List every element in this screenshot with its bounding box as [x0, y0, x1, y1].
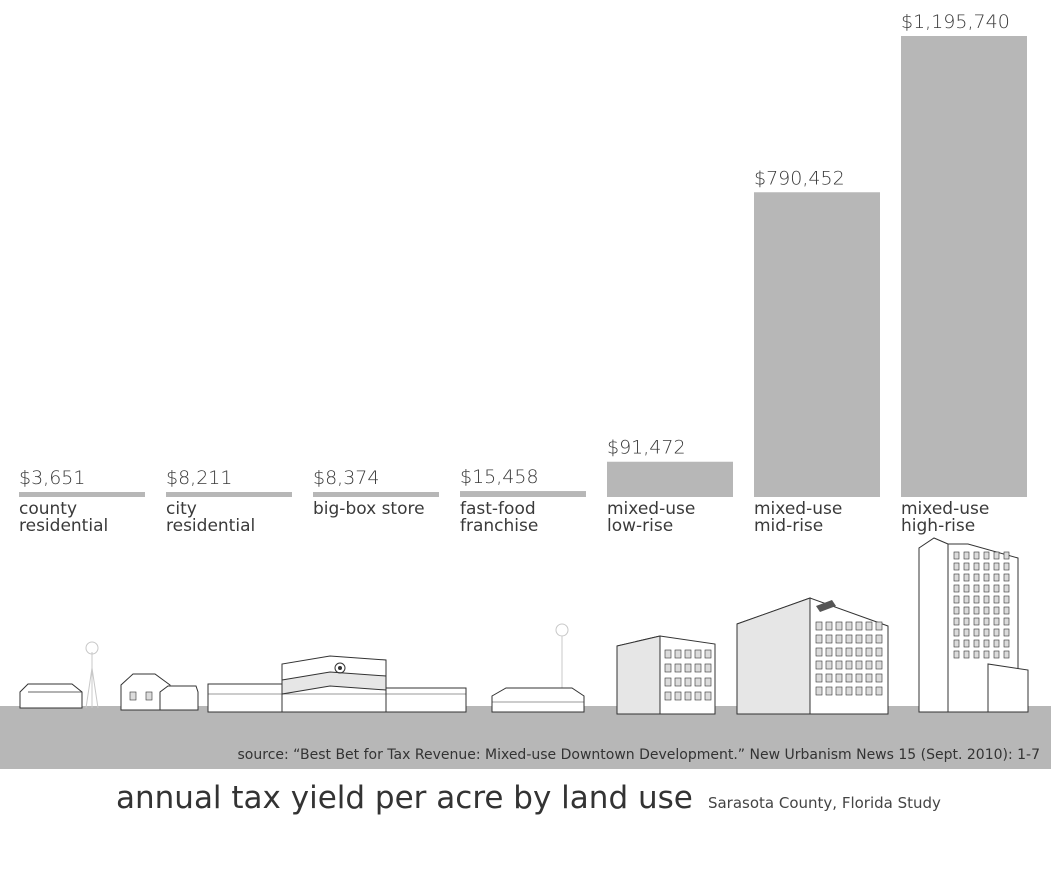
- mid-rise-building-icon: [736, 597, 889, 715]
- value-label-1: $8,211: [166, 467, 232, 489]
- category-labels-group: county residential city residential big-box …: [19, 499, 989, 536]
- category-label-6: mixed-use high-rise: [901, 499, 989, 536]
- category-label-0: county residential: [19, 499, 108, 536]
- bar-4: [607, 461, 733, 497]
- value-labels-group: $3,651 $8,211 $8,374 $15,458 $91,472 $790,452…: [19, 11, 1010, 489]
- value-label-5: $790,452: [754, 167, 845, 189]
- low-rise-building-icon: [616, 635, 716, 715]
- value-label-4: $91,472: [607, 437, 686, 459]
- bar-5: [754, 192, 880, 497]
- value-label-0: $3,651: [19, 467, 85, 489]
- value-label-2: $8,374: [313, 467, 379, 489]
- category-label-2: big-box store: [313, 499, 425, 519]
- bar-1: [166, 492, 292, 497]
- farmhouse-with-windmill-icon: [19, 641, 99, 709]
- bar-2: [313, 492, 439, 497]
- bar-0: [19, 492, 145, 497]
- category-label-1: city residential: [166, 499, 255, 536]
- ground-band: [0, 706, 1051, 769]
- value-label-3: $15,458: [460, 466, 539, 488]
- chart-subtitle: Sarasota County, Florida Study: [708, 794, 941, 812]
- bar-6: [901, 36, 1027, 497]
- value-label-6: $1,195,740: [901, 11, 1010, 33]
- chart-title-line: annual tax yield per acre by land use Sa…: [116, 780, 941, 816]
- category-label-4: mixed-use low-rise: [607, 499, 695, 536]
- category-label-3: fast-food franchise: [460, 499, 538, 536]
- bar-3: [460, 491, 586, 497]
- target-big-box-store-icon: [207, 655, 467, 713]
- bars-group: [19, 36, 1027, 497]
- fast-food-restaurant-icon: [491, 623, 585, 713]
- high-rise-tower-icon: [918, 537, 1029, 713]
- chart-title: annual tax yield per acre by land use: [116, 780, 693, 816]
- suburban-house-icon: [120, 673, 199, 711]
- category-label-5: mixed-use mid-rise: [754, 499, 842, 536]
- source-note: source: “Best Bet for Tax Revenue: Mixed…: [238, 747, 1040, 763]
